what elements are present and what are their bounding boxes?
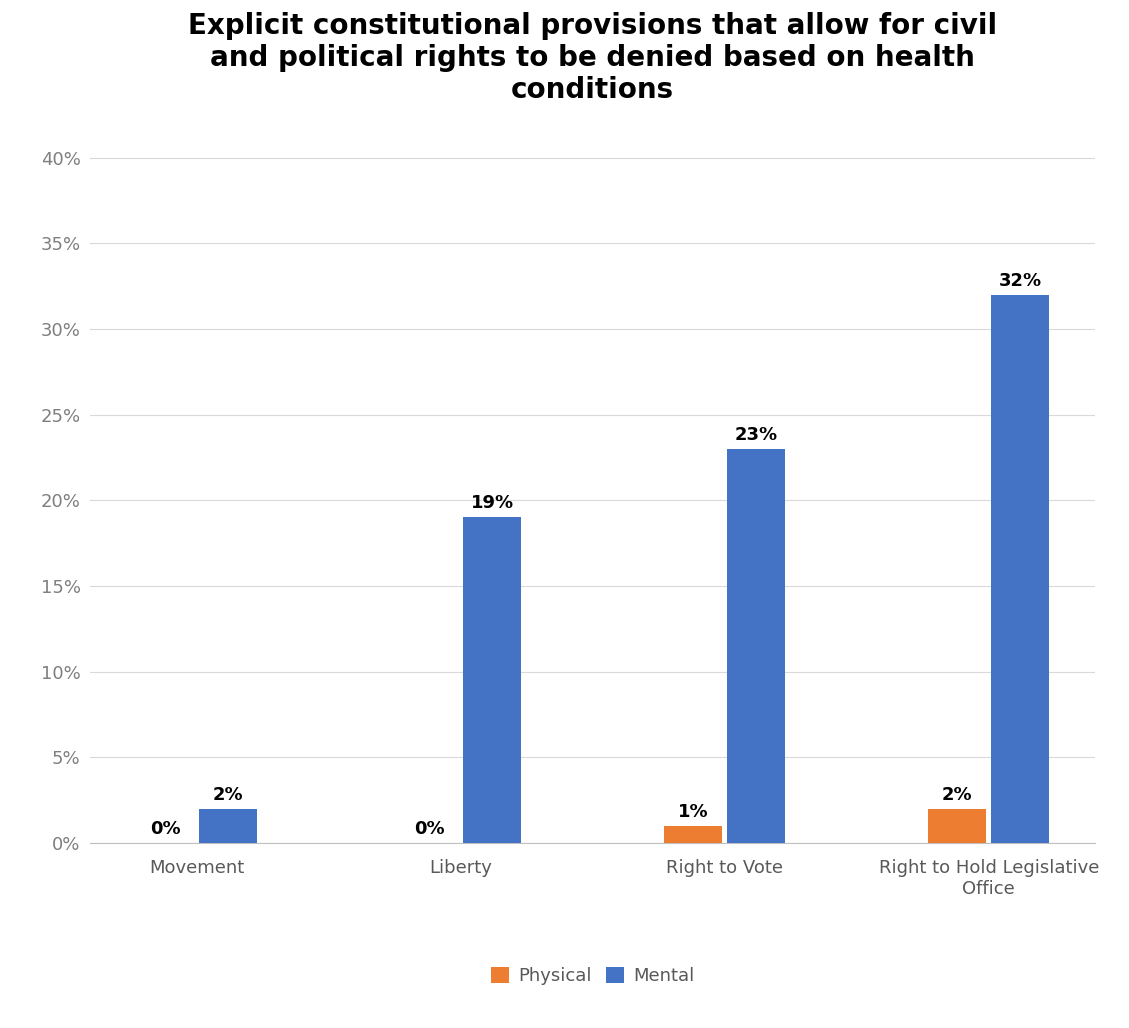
Bar [200, 809, 257, 843]
Text: 2%: 2% [942, 785, 972, 804]
Text: 2%: 2% [213, 785, 244, 804]
Bar [928, 809, 986, 843]
Text: 0%: 0% [413, 819, 445, 838]
Bar [664, 825, 723, 843]
Text: 0%: 0% [150, 819, 181, 838]
Bar [991, 295, 1050, 843]
Legend: Physical, Mental: Physical, Mental [484, 959, 701, 992]
Text: 19%: 19% [471, 494, 514, 512]
Text: 1%: 1% [677, 803, 708, 820]
Text: 32%: 32% [999, 271, 1042, 290]
Bar [463, 517, 522, 843]
Text: 23%: 23% [735, 426, 778, 444]
Bar [727, 449, 786, 843]
Title: Explicit constitutional provisions that allow for civil
and political rights to : Explicit constitutional provisions that … [189, 11, 997, 105]
